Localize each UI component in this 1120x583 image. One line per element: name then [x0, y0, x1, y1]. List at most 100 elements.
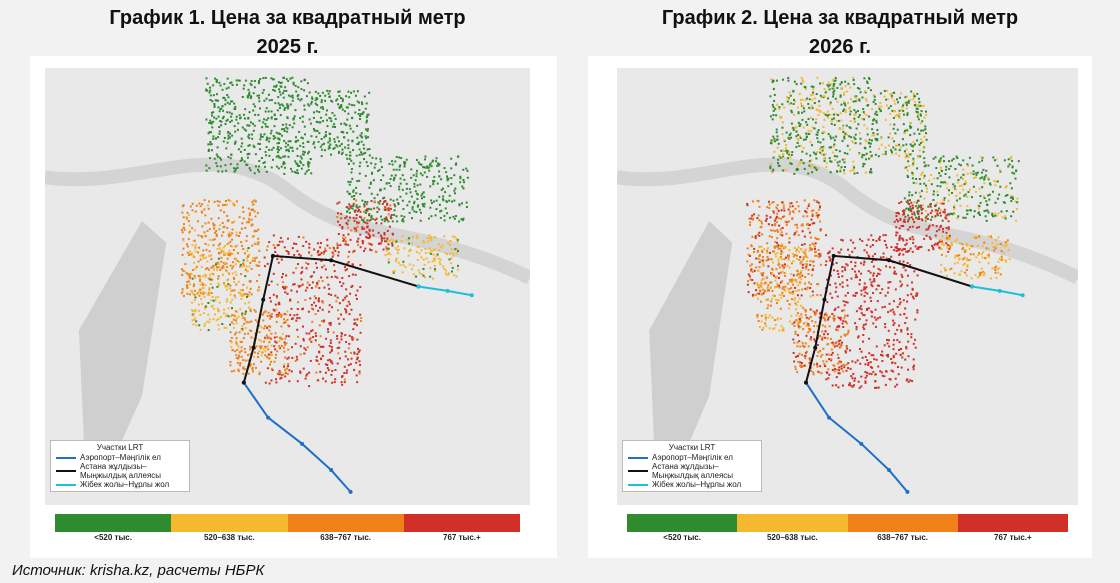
- listing-dot: [241, 244, 244, 247]
- listing-dot: [193, 229, 196, 232]
- listing-dot: [278, 104, 281, 107]
- listing-dot: [897, 101, 900, 104]
- listing-dot: [241, 95, 244, 98]
- listing-dot: [958, 257, 961, 260]
- listing-dot: [244, 359, 247, 362]
- listing-dot: [899, 301, 902, 304]
- listing-dot: [459, 181, 462, 184]
- listing-dot: [833, 309, 836, 312]
- listing-dot: [426, 165, 429, 168]
- listing-dot: [979, 195, 982, 198]
- listing-dot: [1002, 201, 1005, 204]
- listing-dot: [428, 251, 431, 254]
- listing-dot: [395, 240, 398, 243]
- listing-dot: [1012, 197, 1015, 200]
- listing-dot: [760, 259, 763, 262]
- listing-dot: [788, 202, 791, 205]
- listing-dot: [784, 289, 787, 292]
- listing-dot: [217, 251, 220, 254]
- listing-dot: [422, 258, 425, 261]
- listing-dot: [884, 234, 887, 237]
- listing-dot: [994, 247, 997, 250]
- listing-dot: [751, 235, 754, 238]
- listing-dot: [962, 257, 965, 260]
- listing-dot: [774, 245, 777, 248]
- listing-dot: [951, 159, 954, 162]
- listing-dot: [315, 120, 318, 123]
- listing-dot: [211, 126, 214, 129]
- listing-dot: [356, 318, 359, 321]
- listing-dot: [191, 227, 194, 230]
- listing-dot: [206, 82, 209, 85]
- listing-dot: [894, 115, 897, 118]
- listing-dot: [843, 101, 846, 104]
- listing-dot: [270, 344, 273, 347]
- listing-dot: [386, 202, 389, 205]
- listing-dot: [316, 121, 319, 124]
- listing-dot: [833, 123, 836, 126]
- listing-dot: [905, 345, 908, 348]
- listing-dot: [226, 265, 229, 268]
- listing-dot: [981, 186, 984, 189]
- listing-dot: [239, 362, 242, 365]
- listing-dot: [865, 286, 868, 289]
- listing-dot: [1013, 172, 1016, 175]
- listing-dot: [186, 280, 189, 283]
- listing-dot: [817, 129, 820, 132]
- listing-dot: [325, 109, 328, 112]
- listing-dot: [884, 326, 887, 329]
- listing-dot: [766, 275, 769, 278]
- listing-dot: [775, 79, 778, 82]
- listing-dot: [375, 157, 378, 160]
- listing-dot: [867, 157, 870, 160]
- listing-dot: [940, 181, 943, 184]
- listing-dot: [239, 150, 242, 153]
- listing-dot: [902, 109, 905, 112]
- listing-dot: [911, 173, 914, 176]
- listing-dot: [829, 171, 832, 174]
- listing-dot: [792, 210, 795, 213]
- listing-dot: [353, 249, 356, 252]
- listing-dot: [392, 199, 395, 202]
- listing-dot: [355, 186, 358, 189]
- listing-dot: [777, 284, 780, 287]
- listing-dot: [395, 257, 398, 260]
- listing-dot: [852, 141, 855, 144]
- listing-dot: [362, 152, 365, 155]
- listing-dot: [233, 294, 236, 297]
- listing-dot: [224, 203, 227, 206]
- listing-dot: [997, 260, 1000, 263]
- listing-dot: [877, 267, 880, 270]
- listing-dot: [183, 228, 186, 231]
- listing-dot: [258, 286, 261, 289]
- listing-dot: [756, 314, 759, 317]
- listing-dot: [215, 153, 218, 156]
- listing-dot: [916, 292, 919, 295]
- listing-dot: [213, 157, 216, 160]
- listing-dot: [307, 263, 310, 266]
- listing-dot: [306, 281, 309, 284]
- listing-dot: [985, 169, 988, 172]
- listing-dot: [830, 359, 833, 362]
- listing-dot: [875, 288, 878, 291]
- listing-dot: [236, 128, 239, 131]
- listing-dot: [249, 287, 252, 290]
- listing-dot: [798, 282, 801, 285]
- listing-dot: [366, 209, 369, 212]
- listing-dot: [881, 354, 884, 357]
- listing-dot: [242, 337, 245, 340]
- listing-dot: [343, 372, 346, 375]
- listing-dot: [972, 215, 975, 218]
- listing-dot: [218, 110, 221, 113]
- listing-dot: [863, 294, 866, 297]
- listing-dot: [749, 254, 752, 257]
- listing-dot: [211, 286, 214, 289]
- listing-dot: [887, 353, 890, 356]
- listing-dot: [872, 100, 875, 103]
- listing-dot: [450, 157, 453, 160]
- listing-dot: [852, 100, 855, 103]
- listing-dot: [264, 325, 267, 328]
- listing-dot: [838, 127, 841, 130]
- listing-dot: [199, 276, 202, 279]
- listing-dot: [840, 87, 843, 90]
